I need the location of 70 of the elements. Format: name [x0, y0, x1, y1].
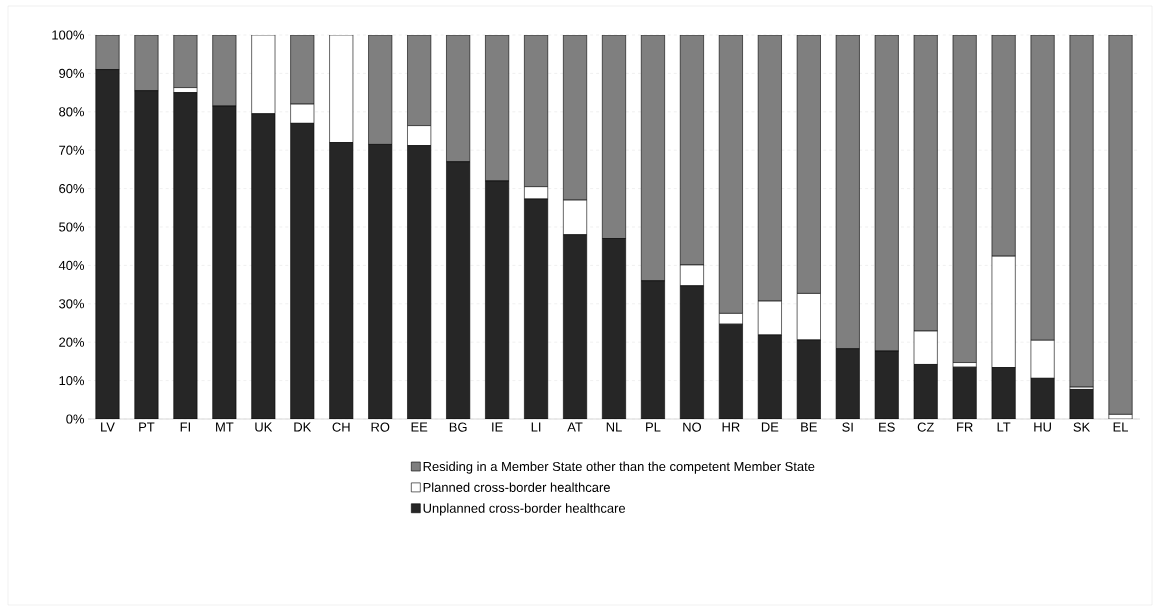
y-tick-label: 90%	[59, 68, 85, 78]
y-tick-label: 70%	[59, 145, 85, 155]
x-tick-label: UK	[255, 422, 273, 432]
x-tick-label: ES	[879, 422, 895, 432]
x-tick-label: HR	[722, 422, 740, 432]
bar	[212, 105, 237, 419]
x-tick-label: MT	[216, 422, 234, 432]
bar	[991, 367, 1016, 419]
bar	[524, 198, 549, 419]
x-tick-label: LI	[531, 422, 541, 432]
x-tick-label: DE	[761, 422, 779, 432]
y-tick-label: 100%	[52, 30, 85, 40]
bar	[835, 348, 860, 419]
y-tick-label: 30%	[59, 299, 85, 309]
bar	[368, 144, 393, 419]
bar	[679, 285, 704, 419]
bar	[913, 364, 938, 419]
x-tick-label: LT	[997, 422, 1011, 432]
bar	[329, 142, 354, 419]
x-tick-label: NL	[606, 422, 622, 432]
x-tick-label: IE	[492, 422, 503, 432]
bar	[173, 34, 198, 88]
y-tick-label: 10%	[59, 376, 85, 386]
y-tick-label: 50%	[59, 222, 85, 232]
bar	[173, 92, 198, 419]
bar	[640, 280, 665, 419]
x-tick-label: PL	[646, 422, 661, 432]
x-tick-label: EL	[1113, 422, 1129, 432]
x-tick-label: DK	[294, 422, 312, 432]
x-tick-label: RO	[371, 422, 390, 432]
y-tick-label: 60%	[59, 184, 85, 194]
x-tick-label: NO	[683, 422, 702, 432]
bar	[407, 145, 432, 419]
x-tick-label: HU	[1034, 422, 1051, 432]
bar	[251, 113, 276, 419]
bar	[1108, 34, 1133, 415]
bar	[952, 34, 977, 363]
legend-label: Residing in a Member State other than the competent Member State	[423, 461, 815, 474]
legend-label: Unplanned cross-border healthcare	[423, 503, 626, 516]
legend-label: Planned cross-border healthcare	[423, 482, 610, 492]
x-tick-label: AT	[567, 422, 583, 432]
bar	[796, 339, 821, 419]
y-tick-label: 40%	[58, 260, 85, 270]
bar	[1030, 377, 1055, 419]
bar	[874, 350, 899, 419]
x-tick-label: SK	[1073, 422, 1091, 432]
bar	[485, 180, 510, 419]
y-tick-label: 20%	[59, 337, 85, 347]
bar	[1069, 34, 1094, 388]
bar	[95, 69, 120, 419]
bar	[718, 323, 743, 419]
x-tick-label: CH	[332, 422, 350, 432]
bar	[446, 161, 471, 419]
x-tick-label: BE	[801, 422, 817, 432]
x-tick-label: FR	[957, 422, 973, 432]
x-tick-label: BG	[449, 422, 467, 432]
bar	[134, 90, 159, 419]
x-tick-label: PT	[139, 422, 155, 432]
bar	[563, 234, 588, 419]
y-tick-label: 0%	[66, 414, 85, 424]
x-tick-label: FI	[180, 422, 190, 432]
x-tick-label: EE	[411, 422, 428, 432]
bar	[757, 334, 782, 419]
bar	[952, 366, 977, 419]
bar	[290, 123, 315, 419]
x-tick-label: LV	[101, 422, 115, 432]
bar	[602, 238, 626, 419]
x-tick-label: CZ	[917, 422, 934, 432]
y-tick-label: 80%	[59, 107, 85, 117]
x-tick-label: SI	[842, 422, 853, 432]
